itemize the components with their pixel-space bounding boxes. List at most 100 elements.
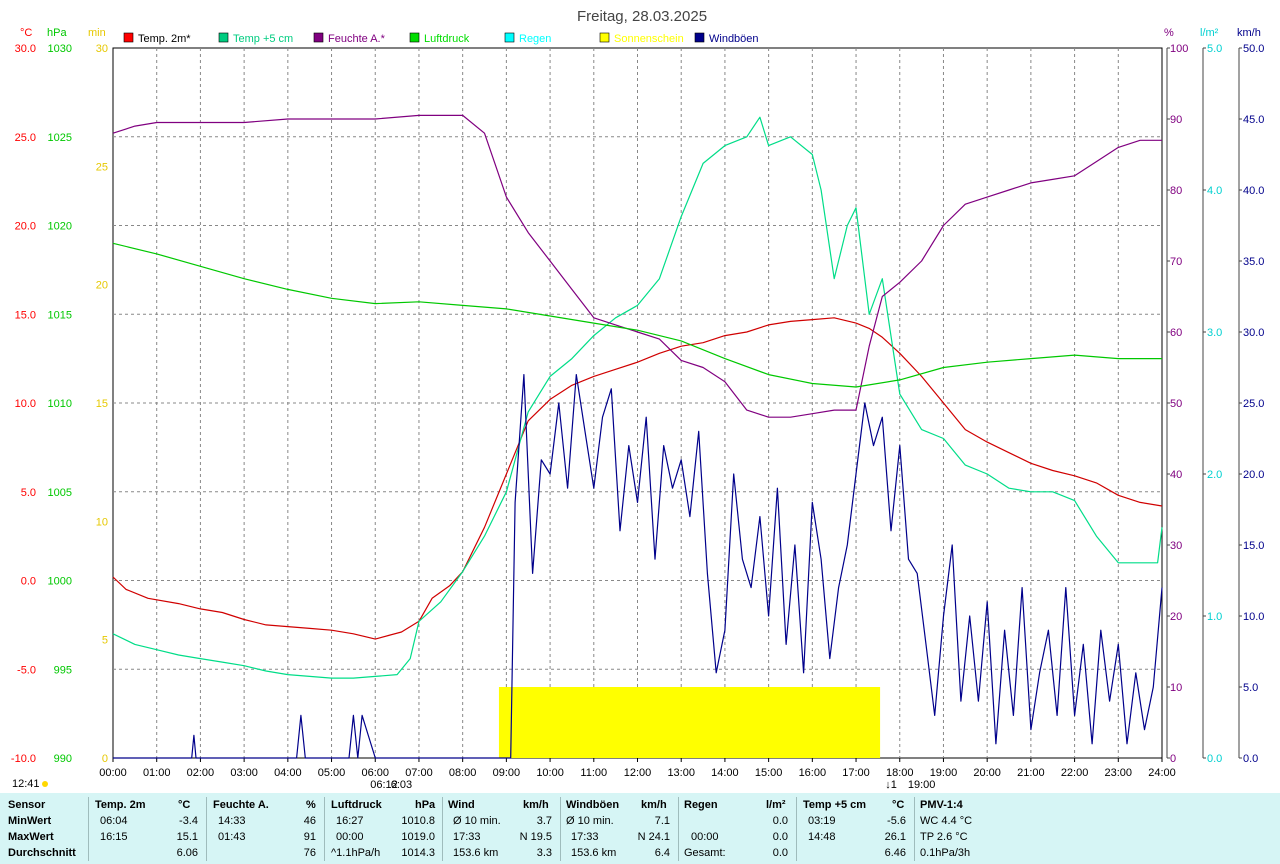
windboen-unit: km/h <box>641 799 667 811</box>
humidity-tick-label: 40 <box>1170 469 1182 481</box>
sunshine-tick-label: 10 <box>96 516 108 528</box>
time-marks: 06:126:03 ↓1 19:00 12:41 <box>12 778 935 791</box>
series-temp-5-cm <box>112 116 1163 679</box>
humidity-tick-label: 80 <box>1170 185 1182 197</box>
regen-total-value: 0.0 <box>772 847 788 859</box>
rain-tick-label: 2.0 <box>1207 469 1222 481</box>
luftdruck-header: Luftdruck <box>331 799 382 811</box>
pressure-tick-label: 990 <box>54 753 72 765</box>
temp5-unit: °C <box>892 799 905 811</box>
x-tick-label: 03:00 <box>230 767 258 779</box>
series-temp-2m- <box>112 317 1163 640</box>
wind-tick-label: 10.0 <box>1243 611 1264 623</box>
legend-swatch <box>218 32 229 43</box>
legend-swatch <box>599 32 610 43</box>
humidity-tick-label: 20 <box>1170 611 1182 623</box>
temp-tick-label: 5.0 <box>21 487 36 499</box>
grid-lines <box>113 48 1162 758</box>
windboen-mean-value: 6.4 <box>654 847 670 859</box>
row-label-max: MaxWert <box>8 831 54 843</box>
feuchte-header: Feuchte A. <box>213 799 269 811</box>
regen-value-1: 0.0 <box>772 815 788 827</box>
pmv-dewpoint: TP 2.6 °C <box>920 831 968 843</box>
temp-tick-label: 25.0 <box>15 132 36 144</box>
pressure-tick-label: 1005 <box>48 487 72 499</box>
pmv-windchill: WC 4.4 °C <box>920 815 973 827</box>
x-tick-label: 02:00 <box>187 767 215 779</box>
wind-tick-label: 40.0 <box>1243 185 1264 197</box>
sunshine-axis-unit: min <box>88 27 106 39</box>
luftdruck-min-time: 16:27 <box>336 815 364 827</box>
wind-tick-label: 30.0 <box>1243 327 1264 339</box>
x-tick-label: 01:00 <box>143 767 171 779</box>
humidity-tick-label: 30 <box>1170 540 1182 552</box>
legend-label: Luftdruck <box>424 33 470 45</box>
wind-tick-label: 20.0 <box>1243 469 1264 481</box>
legend-label: Sonnenschein <box>614 33 684 45</box>
legend-swatch <box>504 32 515 43</box>
sunshine-tick-label: 0 <box>102 753 108 765</box>
series-layer <box>112 114 1163 759</box>
sunshine-bar <box>498 687 881 758</box>
temp-tick-label: 0.0 <box>21 576 36 588</box>
rain-tick-label: 4.0 <box>1207 185 1222 197</box>
x-tick-label: 04:00 <box>274 767 302 779</box>
legend-swatch <box>694 32 705 43</box>
temp5-min-time: 03:19 <box>808 815 836 827</box>
time-mark-label: 6:03 <box>391 779 412 791</box>
temp2m-max-time: 16:15 <box>100 831 128 843</box>
x-tick-label: 11:00 <box>580 767 607 779</box>
temp-tick-label: 15.0 <box>15 309 36 321</box>
x-tick-label: 08:00 <box>449 767 477 779</box>
temp2m-min-value: -3.4 <box>179 815 198 827</box>
x-tick-label: 14:00 <box>711 767 739 779</box>
humidity-axis-unit: % <box>1164 27 1174 39</box>
wind-tick-label: 5.0 <box>1243 682 1258 694</box>
pressure-tick-label: 995 <box>54 664 72 676</box>
luftdruck-min-value: 1010.8 <box>401 815 435 827</box>
statistics-panel: Sensor MinWert MaxWert Durchschnitt Temp… <box>0 793 1280 864</box>
x-tick-label: 07:00 <box>405 767 433 779</box>
wind-tick-label: 15.0 <box>1243 540 1264 552</box>
x-tick-label: 15:00 <box>755 767 783 779</box>
feuchte-min-value: 46 <box>303 815 316 827</box>
humidity-tick-label: 70 <box>1170 256 1182 268</box>
windboen-max-value: N 24.1 <box>637 831 670 843</box>
humidity-tick-label: 10 <box>1170 682 1182 694</box>
sun-icon <box>42 781 48 787</box>
x-tick-label: 12:00 <box>624 767 652 779</box>
wind-max-value: N 19.5 <box>519 831 552 843</box>
x-tick-label: 10:00 <box>536 767 564 779</box>
pressure-tick-label: 1015 <box>48 309 72 321</box>
x-tick-label: 06:00 <box>361 767 389 779</box>
luftdruck-trend: ^1.1hPa/h <box>331 847 381 859</box>
x-tick-label: 00:00 <box>99 767 127 779</box>
x-tick-label: 20:00 <box>973 767 1001 779</box>
series-luftdruck <box>112 242 1162 388</box>
wind-tick-label: 50.0 <box>1243 43 1264 55</box>
sensor-header: Sensor <box>8 799 46 811</box>
row-label-min: MinWert <box>8 815 52 827</box>
windboen-avg-value: 7.1 <box>654 815 670 827</box>
wind-distance: 153.6 km <box>453 847 499 859</box>
temp-axis-unit: °C <box>20 27 32 39</box>
wind-mean-value: 3.3 <box>536 847 552 859</box>
windboen-max-time: 17:33 <box>571 831 599 843</box>
luftdruck-max-value: 1019.0 <box>401 831 435 843</box>
x-tick-label: 19:00 <box>930 767 958 779</box>
series-feuchte-a- <box>112 114 1162 418</box>
time-mark-label: 19:00 <box>908 779 936 791</box>
temp-tick-label: 30.0 <box>15 43 36 55</box>
temp5-header: Temp +5 cm <box>803 799 867 811</box>
left-axes: 30.025.020.015.010.05.00.0-5.0-10.010301… <box>11 43 108 765</box>
pressure-tick-label: 1020 <box>48 221 72 233</box>
humidity-tick-label: 60 <box>1170 327 1182 339</box>
x-tick-label: 24:00 <box>1148 767 1176 779</box>
sunshine-tick-label: 30 <box>96 43 108 55</box>
x-axis: 00:00 01:00 02:00 03:00 04:00 05:00 06:00 07:00… <box>99 758 1176 779</box>
pressure-tick-label: 1000 <box>48 576 72 588</box>
windboen-header: Windböen <box>566 799 620 811</box>
x-tick-label: 18:00 <box>886 767 914 779</box>
legend-label: Windböen <box>709 33 759 45</box>
regen-unit: l/m² <box>766 799 786 811</box>
